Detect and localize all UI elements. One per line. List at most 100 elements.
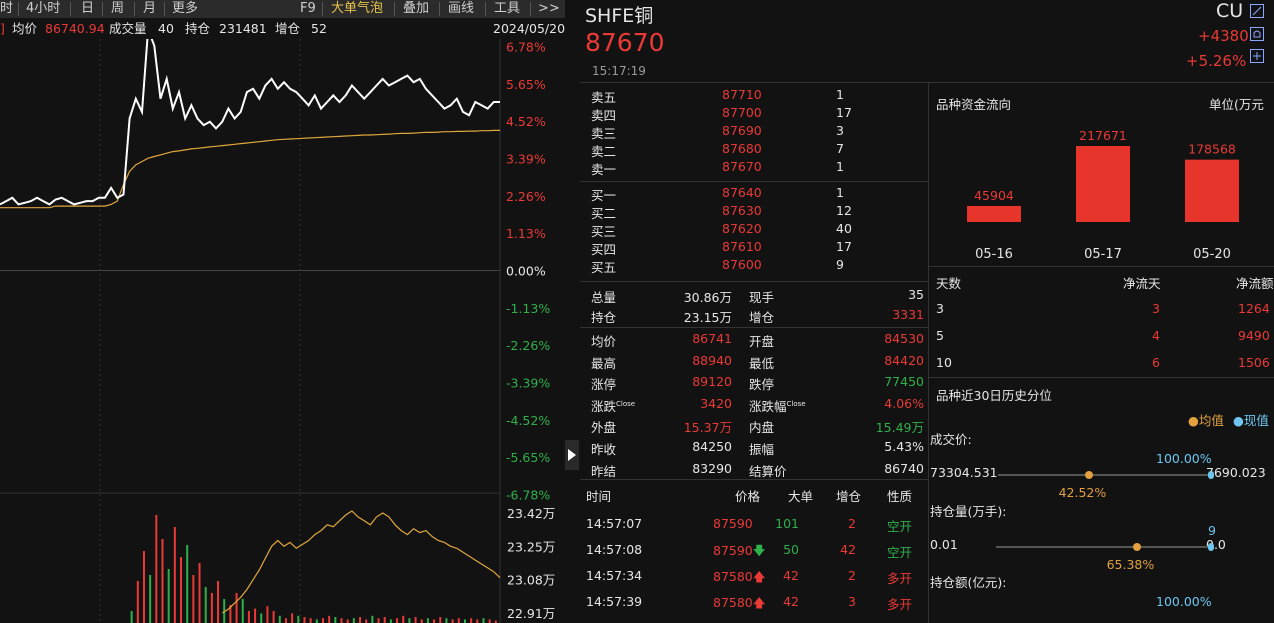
bid-row[interactable]: 买二 87630 12 — [580, 203, 928, 221]
ask-row[interactable]: 卖五 87710 1 — [580, 87, 928, 105]
level-qty: 40 — [836, 221, 852, 236]
tab-4hour[interactable]: 4小时 — [26, 1, 61, 16]
bid-row[interactable]: 买五 87600 9 — [580, 257, 928, 275]
stat-label: 振幅 — [749, 442, 775, 457]
bid-row[interactable]: 买一 87640 1 — [580, 185, 928, 203]
tab-day[interactable]: 日 — [81, 1, 95, 16]
volume-bar — [408, 618, 411, 623]
stat-label: 均价 — [591, 334, 617, 349]
volume-bar — [340, 618, 343, 623]
history-avg-pct: 65.38% — [1106, 557, 1155, 572]
trades-list: 时间 价格 大单 增仓 性质 14:57:07 87590 101 2 空开 14:57:08 875… — [580, 479, 928, 623]
level-qty: 7 — [836, 141, 844, 156]
volume-bar — [272, 611, 275, 623]
level-qty: 17 — [836, 105, 852, 120]
level-label: 卖二 — [591, 144, 617, 159]
level-price: 87710 — [722, 87, 762, 102]
level-qty: 9 — [836, 257, 844, 272]
trade-row[interactable]: 14:57:39 87580🡅 42 3 多开 — [586, 594, 913, 612]
price-change: +4380 — [1198, 27, 1249, 45]
stat-label: 开盘 — [749, 334, 775, 349]
volume-bar — [173, 527, 176, 623]
stats-row: 外盘 15.37万 内盘 15.49万 — [580, 417, 928, 437]
history-item-label: 持仓额(亿元): — [930, 575, 1007, 590]
tab-more[interactable]: 更多 — [172, 1, 199, 16]
oi-axis-label: 23.42万 — [507, 506, 555, 521]
last-price: 87670 — [585, 28, 665, 57]
volume-bar — [229, 605, 232, 623]
tab-minute[interactable]: 时 — [0, 1, 14, 16]
volume-bar — [260, 613, 263, 623]
price-axis-label: -4.52% — [506, 413, 550, 428]
stat-label: 内盘 — [749, 420, 775, 436]
level-qty: 17 — [836, 239, 852, 254]
tab-draw-line[interactable]: 画线 — [448, 1, 475, 16]
oi-increase-value: 52 — [311, 21, 327, 36]
fund-flow-value: 178568 — [1188, 142, 1236, 157]
stat-value: 15.49万 — [875, 420, 924, 436]
price-axis-label: 4.52% — [506, 114, 546, 129]
edit-icon[interactable] — [1250, 4, 1264, 18]
stats-row: 涨停 89120 跌停 77450 — [580, 374, 928, 394]
tab-expand[interactable]: >> — [538, 1, 560, 16]
tab-overlay[interactable]: 叠加 — [403, 1, 430, 16]
net-flow-days: 5 — [936, 328, 944, 343]
net-flow-days: 10 — [936, 355, 952, 370]
bid-row[interactable]: 买三 87620 40 — [580, 221, 928, 239]
volume-bar — [451, 619, 454, 623]
price-axis-label: 6.78% — [506, 40, 546, 55]
volume-bar — [463, 619, 466, 623]
level-label: 卖四 — [591, 108, 617, 123]
volume-bar — [217, 581, 220, 623]
trade-row[interactable]: 14:57:08 87590🡇 50 42 空开 — [586, 542, 913, 560]
net-flow-header: 天数 — [936, 276, 962, 291]
tab-tools[interactable]: 工具 — [494, 1, 521, 16]
volume-bar — [457, 618, 460, 623]
ask-row[interactable]: 卖二 87680 7 — [580, 141, 928, 159]
quote-time: 15:17:19 — [592, 64, 646, 78]
stat-value: 15.37万 — [683, 420, 732, 436]
play-arrow-icon[interactable] — [565, 440, 579, 470]
bid-row[interactable]: 买四 87610 17 — [580, 239, 928, 257]
info-bracket: ] — [0, 21, 5, 36]
ask-row[interactable]: 卖四 87700 17 — [580, 105, 928, 123]
volume-bar — [149, 575, 152, 623]
volume-bar — [402, 615, 405, 623]
level-label: 买一 — [591, 188, 617, 203]
volume-bar — [377, 618, 380, 623]
ask-row[interactable]: 卖三 87690 3 — [580, 123, 928, 141]
level-label: 买四 — [591, 242, 617, 257]
level-price: 87620 — [722, 221, 762, 236]
intraday-chart[interactable]: 6.78% 5.65% 4.52% 3.39% 2.26% 1.13% 0.00% -1.13… — [0, 39, 565, 623]
tab-f9[interactable]: F9 — [300, 1, 316, 16]
net-flow-table: 天数 净流天 净流额 3 3 1264 5 4 9490 10 6 1506 — [928, 266, 1274, 377]
price-axis-label: -2.26% — [506, 338, 550, 353]
stats-row: 昨结 83290 结算价 86740 — [580, 461, 928, 481]
history-title: 品种近30日历史分位 — [936, 388, 1052, 403]
trade-row[interactable]: 14:57:34 87580🡅 42 2 多开 — [586, 568, 913, 586]
level-label: 卖三 — [591, 126, 617, 141]
trade-row[interactable]: 14:57:07 87590 101 2 空开 — [586, 516, 913, 534]
alarm-bell-icon[interactable] — [1250, 27, 1264, 41]
quote-header: SHFE铜 87670 15:17:19 CU +4380 +5.26% — [580, 0, 1274, 82]
open-interest-line — [221, 510, 501, 614]
volume-bar — [210, 593, 213, 623]
fund-flow-bar — [1076, 146, 1130, 222]
tab-week[interactable]: 周 — [111, 1, 125, 16]
volume-bar — [186, 545, 189, 623]
price-change-pct: +5.26% — [1186, 52, 1247, 70]
level-label: 买五 — [591, 260, 617, 275]
history-avg-dot — [1132, 543, 1141, 551]
oi-increase-label: 增仓 — [275, 21, 301, 36]
stat-label: 昨结 — [591, 463, 617, 479]
stat-value: 84250 — [692, 439, 732, 454]
stats-row: 均价 86741 开盘 84530 — [580, 331, 928, 351]
net-flow-netdays: 6 — [1152, 355, 1160, 370]
add-icon[interactable] — [1250, 49, 1264, 63]
level-qty: 1 — [836, 159, 844, 174]
tab-big-order-bubble[interactable]: 大单气泡 — [331, 1, 384, 16]
tab-month[interactable]: 月 — [143, 1, 157, 16]
ask-row[interactable]: 卖一 87670 1 — [580, 159, 928, 177]
chart-info-bar: ] 均价 86740.94 成交量 40 持仓 231481 增仓 52 202… — [0, 19, 565, 39]
history-now-pct: 9 — [1208, 523, 1216, 538]
